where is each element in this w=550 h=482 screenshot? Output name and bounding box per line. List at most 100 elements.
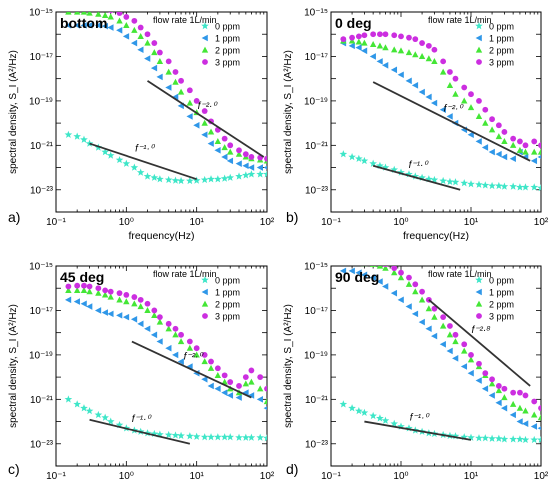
data-point xyxy=(397,168,405,176)
data-point xyxy=(151,40,158,46)
data-point xyxy=(144,325,151,333)
data-point xyxy=(390,289,398,297)
data-point xyxy=(537,426,541,431)
data-point xyxy=(235,433,243,441)
data-point xyxy=(495,122,502,129)
legend-label: 0 ppm xyxy=(215,276,240,286)
data-point xyxy=(236,383,242,389)
data-point xyxy=(481,434,490,442)
data-point xyxy=(144,31,151,38)
legend-label: 1 ppm xyxy=(215,288,240,298)
data-point xyxy=(516,404,524,411)
data-point xyxy=(369,40,377,47)
data-point xyxy=(207,433,215,441)
data-point xyxy=(172,351,179,359)
data-point xyxy=(439,322,447,329)
data-point xyxy=(221,372,228,379)
data-point xyxy=(446,81,454,88)
x-axis-label: frequency(Hz) xyxy=(403,230,469,242)
data-point xyxy=(369,411,377,420)
data-marks xyxy=(339,256,541,444)
data-point xyxy=(440,58,447,65)
data-point xyxy=(86,303,93,310)
data-point xyxy=(339,150,348,158)
data-point xyxy=(156,314,163,321)
data-point xyxy=(516,146,524,153)
data-point xyxy=(80,135,88,143)
data-point xyxy=(156,318,164,325)
data-point xyxy=(116,17,123,24)
flow-rate-annotation: flow rate 1L/min xyxy=(428,269,492,279)
data-point xyxy=(356,259,362,265)
data-point xyxy=(164,175,173,184)
x-tick-label: 10¹ xyxy=(464,471,479,482)
data-point xyxy=(193,351,200,358)
data-point xyxy=(390,165,399,173)
data-point xyxy=(207,382,214,390)
panel-letter: b) xyxy=(286,209,298,225)
data-point xyxy=(369,274,376,281)
data-point xyxy=(475,377,482,384)
data-point xyxy=(481,181,490,189)
data-point xyxy=(452,355,459,362)
data-point xyxy=(340,256,346,262)
data-point xyxy=(439,176,447,185)
data-point xyxy=(495,387,503,394)
data-point xyxy=(136,168,145,176)
legend-label: 2 ppm xyxy=(215,300,240,310)
y-tick-label: 10⁻²¹ xyxy=(305,395,329,406)
data-point xyxy=(481,385,489,393)
slope-guide-label: f⁻¹·⁰ xyxy=(132,414,153,425)
data-point xyxy=(447,69,453,75)
y-tick-label: 10⁻¹⁷ xyxy=(305,52,329,63)
data-point xyxy=(412,36,419,43)
data-point xyxy=(381,163,390,171)
data-point xyxy=(340,36,347,43)
data-point xyxy=(116,12,123,16)
plot-frame xyxy=(55,11,268,213)
data-point xyxy=(361,39,368,46)
data-point xyxy=(430,175,439,184)
data-point xyxy=(488,380,496,387)
data-point xyxy=(257,374,264,381)
slope-guide-line xyxy=(89,418,191,445)
data-point xyxy=(248,367,255,374)
data-point xyxy=(419,288,425,295)
data-point xyxy=(509,141,517,148)
data-point xyxy=(192,432,201,440)
data-point xyxy=(263,434,267,442)
data-point xyxy=(130,163,139,171)
data-point xyxy=(242,162,249,170)
data-point xyxy=(369,53,376,60)
legend-marker xyxy=(475,46,483,53)
data-point xyxy=(264,155,267,162)
data-point xyxy=(80,404,88,412)
data-point xyxy=(419,40,425,46)
x-tick-label: 10⁰ xyxy=(119,471,134,482)
data-point xyxy=(165,84,172,91)
data-point xyxy=(405,424,413,432)
data-point xyxy=(495,133,503,140)
data-point xyxy=(377,259,383,265)
data-point xyxy=(509,182,517,190)
data-point xyxy=(521,183,530,191)
data-point xyxy=(172,325,179,332)
data-point xyxy=(156,73,163,81)
x-tick-label: 10² xyxy=(534,217,549,228)
data-point xyxy=(439,340,446,348)
data-point xyxy=(348,42,355,50)
data-point xyxy=(156,49,163,56)
data-point xyxy=(381,416,390,424)
data-point xyxy=(214,175,222,183)
data-point xyxy=(537,155,541,159)
data-point xyxy=(447,323,453,329)
x-tick-label: 10⁻¹ xyxy=(321,471,341,482)
data-point xyxy=(397,274,405,281)
legend-label: 0 ppm xyxy=(215,22,240,32)
data-point xyxy=(207,175,215,183)
data-point xyxy=(412,281,419,288)
data-point xyxy=(418,88,425,96)
data-point xyxy=(530,435,539,444)
data-point xyxy=(418,318,425,326)
data-point xyxy=(248,154,255,160)
